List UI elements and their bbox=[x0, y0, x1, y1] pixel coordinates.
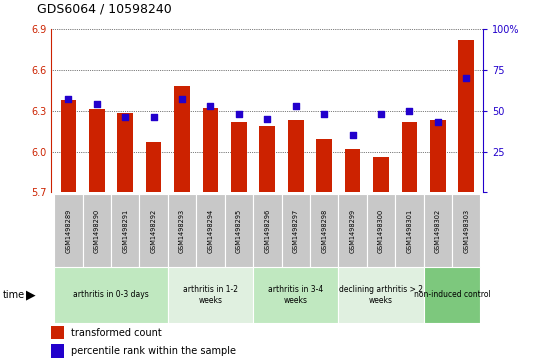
Bar bbox=[54, 194, 83, 267]
Bar bbox=[316, 139, 332, 192]
Bar bbox=[373, 157, 389, 192]
Bar bbox=[54, 267, 168, 323]
Bar bbox=[402, 122, 417, 192]
Text: GSM1498297: GSM1498297 bbox=[293, 208, 299, 253]
Text: GSM1498299: GSM1498299 bbox=[349, 208, 355, 253]
Bar bbox=[139, 194, 168, 267]
Bar bbox=[458, 40, 474, 192]
Text: time: time bbox=[3, 290, 25, 300]
Bar bbox=[60, 100, 76, 192]
Text: GSM1498293: GSM1498293 bbox=[179, 208, 185, 253]
Text: arthritis in 3-4
weeks: arthritis in 3-4 weeks bbox=[268, 285, 323, 305]
Bar bbox=[339, 267, 423, 323]
Bar bbox=[168, 194, 196, 267]
Bar bbox=[345, 149, 360, 192]
Bar bbox=[89, 109, 105, 192]
Text: GSM1498290: GSM1498290 bbox=[94, 208, 100, 253]
Point bbox=[434, 119, 442, 125]
Text: GDS6064 / 10598240: GDS6064 / 10598240 bbox=[37, 3, 171, 16]
Bar bbox=[111, 194, 139, 267]
Bar bbox=[281, 194, 310, 267]
Bar bbox=[288, 120, 303, 192]
Bar bbox=[117, 114, 133, 192]
Text: GSM1498292: GSM1498292 bbox=[151, 208, 157, 253]
Point bbox=[462, 75, 470, 81]
Point bbox=[348, 132, 357, 138]
Text: GSM1498302: GSM1498302 bbox=[435, 208, 441, 253]
Point bbox=[206, 103, 215, 109]
Bar bbox=[51, 326, 64, 339]
Bar bbox=[339, 194, 367, 267]
Bar bbox=[452, 194, 481, 267]
Point bbox=[121, 114, 130, 120]
Bar bbox=[146, 142, 161, 192]
Text: ▶: ▶ bbox=[26, 289, 36, 301]
Bar bbox=[168, 267, 253, 323]
Bar bbox=[253, 267, 339, 323]
Bar bbox=[51, 344, 64, 358]
Bar bbox=[225, 194, 253, 267]
Point bbox=[234, 111, 243, 117]
Text: declining arthritis > 2
weeks: declining arthritis > 2 weeks bbox=[339, 285, 423, 305]
Bar bbox=[196, 194, 225, 267]
Bar bbox=[260, 126, 275, 192]
Bar bbox=[83, 194, 111, 267]
Bar bbox=[310, 194, 339, 267]
Text: non-induced control: non-induced control bbox=[414, 290, 490, 299]
Point bbox=[149, 114, 158, 120]
Point bbox=[64, 96, 73, 102]
Text: GSM1498303: GSM1498303 bbox=[463, 208, 469, 253]
Text: transformed count: transformed count bbox=[71, 327, 161, 338]
Point bbox=[263, 116, 272, 122]
Bar bbox=[367, 194, 395, 267]
Bar bbox=[202, 108, 218, 192]
Bar bbox=[395, 194, 423, 267]
Bar bbox=[174, 86, 190, 192]
Point bbox=[320, 111, 328, 117]
Bar bbox=[430, 120, 446, 192]
Bar bbox=[423, 267, 481, 323]
Bar bbox=[423, 194, 452, 267]
Text: GSM1498294: GSM1498294 bbox=[207, 208, 213, 253]
Point bbox=[178, 96, 186, 102]
Text: GSM1498291: GSM1498291 bbox=[122, 208, 128, 253]
Point bbox=[405, 108, 414, 114]
Text: percentile rank within the sample: percentile rank within the sample bbox=[71, 346, 236, 356]
Text: GSM1498301: GSM1498301 bbox=[407, 208, 413, 253]
Text: GSM1498300: GSM1498300 bbox=[378, 208, 384, 253]
Point bbox=[377, 111, 386, 117]
Bar bbox=[253, 194, 281, 267]
Point bbox=[292, 103, 300, 109]
Point bbox=[92, 101, 101, 107]
Text: arthritis in 0-3 days: arthritis in 0-3 days bbox=[73, 290, 149, 299]
Text: GSM1498296: GSM1498296 bbox=[264, 208, 271, 253]
Text: GSM1498289: GSM1498289 bbox=[65, 208, 71, 253]
Text: GSM1498295: GSM1498295 bbox=[236, 208, 242, 253]
Text: arthritis in 1-2
weeks: arthritis in 1-2 weeks bbox=[183, 285, 238, 305]
Bar bbox=[231, 122, 247, 192]
Text: GSM1498298: GSM1498298 bbox=[321, 208, 327, 253]
